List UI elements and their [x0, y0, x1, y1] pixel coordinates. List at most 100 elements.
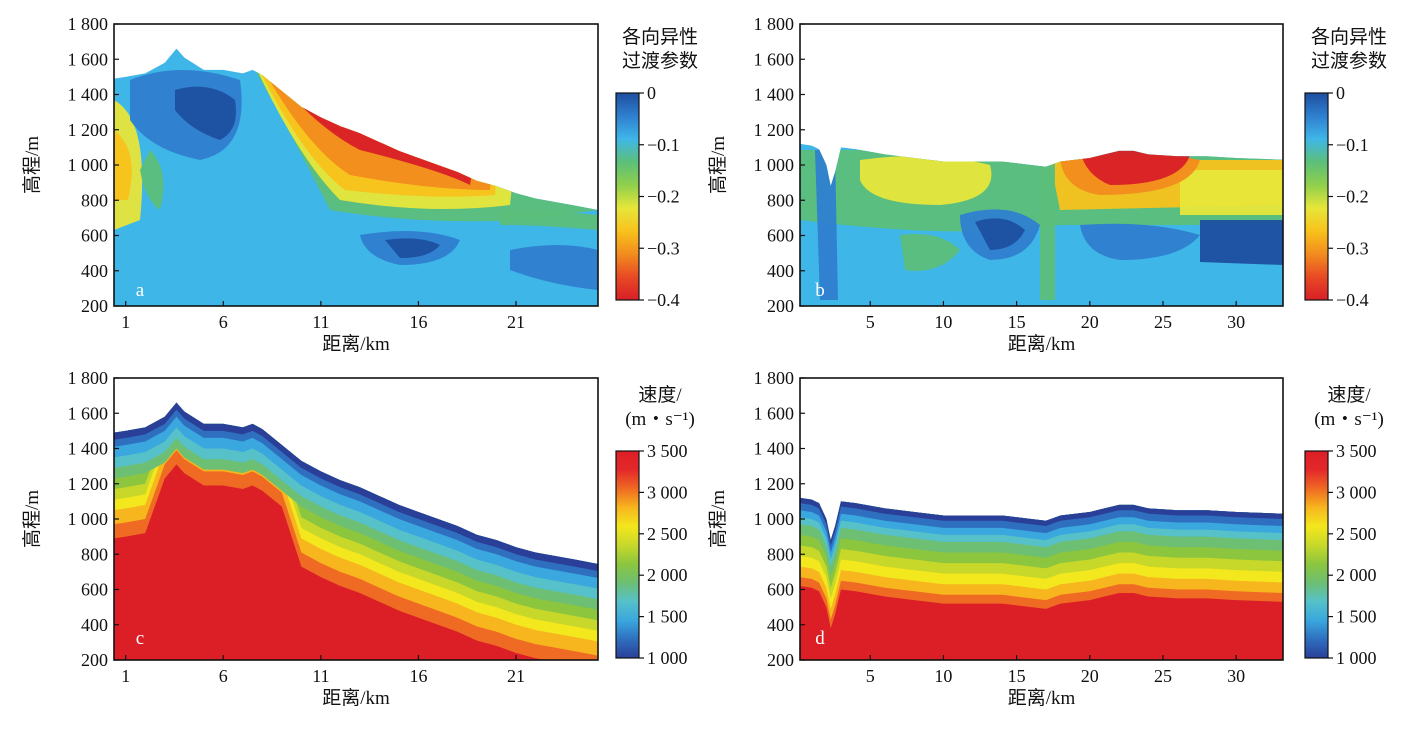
colorbar-title: 过渡参数 — [1311, 50, 1387, 72]
y-tick-label: 1 000 — [68, 155, 109, 175]
y-tick-label: 1 800 — [754, 368, 795, 388]
x-tick-label: 16 — [409, 312, 427, 332]
x-tick-label: 30 — [1227, 666, 1245, 686]
colorbar-title: (m・s⁻¹) — [1314, 409, 1384, 430]
y-tick-label: 1 600 — [754, 49, 795, 69]
y-tick-label: 800 — [767, 190, 794, 210]
colorbar-tick-label: 3 000 — [647, 482, 688, 502]
y-tick-label: 200 — [767, 296, 794, 316]
y-tick-label: 1 600 — [754, 403, 795, 423]
colorbar-tick-label: −0.1 — [647, 135, 680, 155]
y-tick-label: 1 800 — [68, 368, 109, 388]
x-tick-label: 1 — [121, 666, 130, 686]
y-tick-label: 800 — [767, 544, 794, 564]
y-tick-label: 1 400 — [68, 439, 109, 459]
y-tick-label: 600 — [81, 226, 108, 246]
colorbar-tick-label: 1 000 — [647, 648, 688, 668]
x-tick-label: 16 — [409, 666, 427, 686]
colorbar-scale — [1304, 450, 1329, 659]
y-tick-label: 400 — [81, 615, 108, 635]
panel-label: d — [815, 628, 825, 649]
field-region — [1180, 170, 1283, 215]
colorbar-scale — [615, 92, 640, 301]
y-tick-label: 1 600 — [68, 403, 109, 423]
x-tick-label: 10 — [934, 312, 952, 332]
x-axis-title: 距离/km — [322, 687, 390, 709]
panel-label: c — [136, 628, 144, 649]
field-b — [800, 143, 1283, 306]
colorbar-d: 速度/ (m・s⁻¹) 3 500 3 000 2 500 2 000 1 500 1 000 — [1304, 384, 1384, 668]
colorbar-tick-label: 2 500 — [1336, 524, 1377, 544]
x-tick-label: 6 — [219, 666, 228, 686]
x-tick-label: 1 — [121, 312, 130, 332]
field-a — [114, 48, 598, 306]
x-tick-label: 21 — [507, 312, 525, 332]
colorbar-tick-label: −0.2 — [647, 187, 680, 207]
colorbar-tick-label: −0.3 — [647, 238, 680, 258]
field-c — [114, 402, 598, 660]
x-tick-label: 20 — [1081, 312, 1099, 332]
y-tick-label: 1 200 — [68, 474, 109, 494]
y-tick-label: 800 — [81, 190, 108, 210]
y-tick-label: 400 — [767, 615, 794, 635]
colorbar-c: 速度/ (m・s⁻¹) 3 500 3 000 2 500 2 000 1 500 1 000 — [615, 384, 695, 668]
y-tick-label: 200 — [81, 650, 108, 670]
x-tick-label: 15 — [1008, 666, 1026, 686]
x-tick-label: 10 — [934, 666, 952, 686]
x-tick-label: 5 — [866, 666, 875, 686]
x-tick-label: 21 — [507, 666, 525, 686]
y-tick-label: 1 000 — [754, 155, 795, 175]
colorbar-tick-label: 0 — [647, 83, 656, 103]
y-axis-title: 高程/m — [21, 136, 43, 194]
colorbar-scale — [615, 450, 640, 659]
colorbar-title: 速度/ — [638, 384, 682, 406]
x-tick-label: 15 — [1008, 312, 1026, 332]
field-region — [114, 130, 132, 200]
colorbar-title: 速度/ — [1327, 384, 1371, 406]
x-axis-title: 距离/km — [322, 333, 390, 355]
colorbar-tick-label: −0.4 — [647, 290, 680, 310]
colorbar-tick-label: 1 500 — [647, 607, 688, 627]
x-axis-title: 距离/km — [1008, 333, 1076, 355]
panel-label: b — [815, 280, 825, 301]
y-tick-label: 1 800 — [68, 14, 109, 34]
y-tick-label: 1 200 — [68, 120, 109, 140]
field-region — [900, 234, 960, 271]
y-tick-label: 600 — [767, 580, 794, 600]
x-axis-title: 距离/km — [1008, 687, 1076, 709]
y-tick-label: 1 200 — [754, 120, 795, 140]
panel-label: a — [136, 280, 145, 301]
y-tick-label: 600 — [767, 226, 794, 246]
x-tick-label: 25 — [1154, 666, 1172, 686]
x-tick-label: 6 — [219, 312, 228, 332]
y-tick-label: 800 — [81, 544, 108, 564]
y-tick-label: 600 — [81, 580, 108, 600]
x-tick-label: 5 — [866, 312, 875, 332]
field-region — [1080, 223, 1200, 260]
colorbar-tick-label: 1 500 — [1336, 607, 1377, 627]
colorbar-title: 各向异性 — [1311, 26, 1387, 48]
y-tick-label: 200 — [81, 296, 108, 316]
y-tick-label: 1 400 — [754, 439, 795, 459]
field-region — [175, 86, 236, 140]
field-region — [1040, 160, 1055, 300]
y-tick-label: 1 400 — [754, 85, 795, 105]
colorbar-title: (m・s⁻¹) — [625, 409, 695, 430]
colorbar-tick-label: 2 500 — [647, 524, 688, 544]
field-region — [975, 218, 1025, 250]
colorbar-tick-label: −0.2 — [1336, 187, 1369, 207]
panel-d: 200 400 600 800 1 000 1 200 1 400 1 600 1 800 5 10… — [707, 368, 1384, 709]
colorbar-tick-label: 3 000 — [1336, 482, 1377, 502]
y-tick-label: 400 — [767, 261, 794, 281]
x-tick-label: 25 — [1154, 312, 1172, 332]
colorbar-scale — [1304, 92, 1329, 301]
field-region — [140, 150, 164, 210]
colorbar-tick-label: −0.3 — [1336, 238, 1369, 258]
x-tick-label: 11 — [312, 666, 329, 686]
y-tick-label: 400 — [81, 261, 108, 281]
